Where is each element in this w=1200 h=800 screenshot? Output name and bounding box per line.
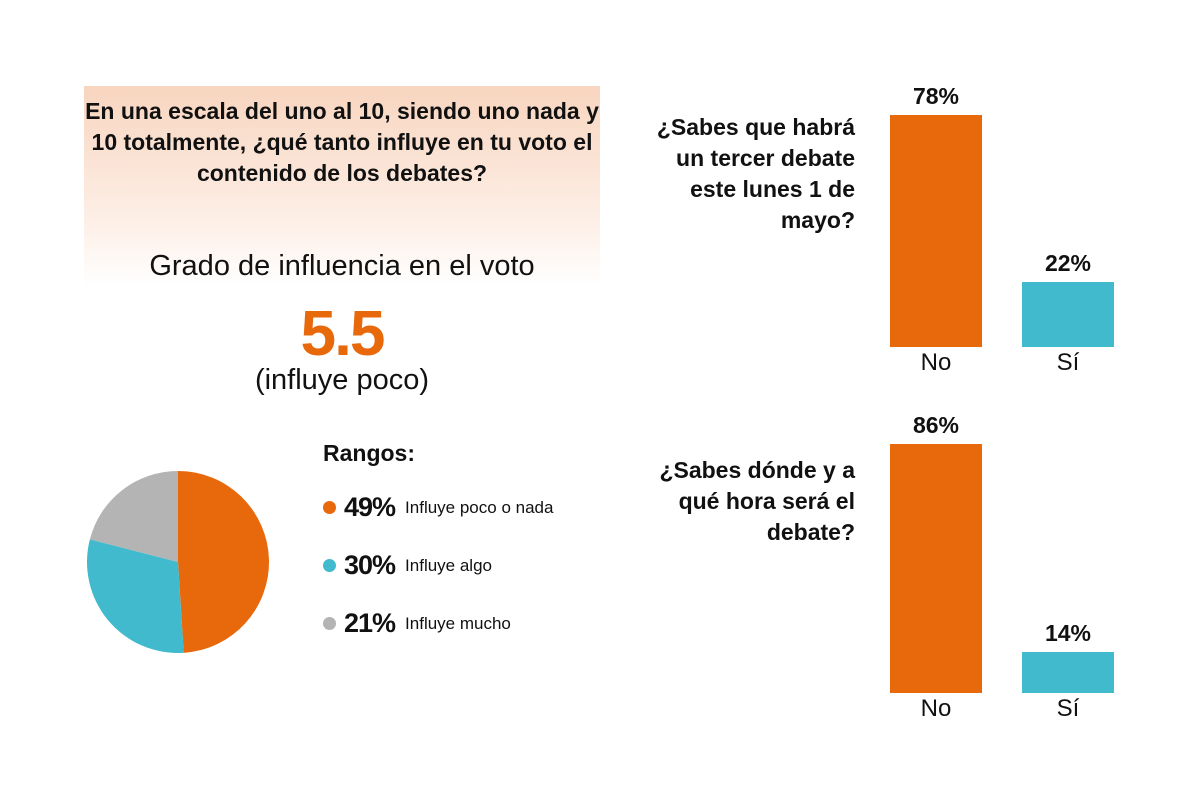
legend-dot: [323, 559, 336, 572]
bar-no: [890, 443, 982, 693]
legend-item: 49% Influye poco o nada: [323, 492, 553, 523]
influence-label: Grado de influencia en el voto: [149, 250, 535, 282]
legend-dot: [323, 501, 336, 514]
bar-no: [890, 115, 982, 347]
legend-percent: 30%: [344, 550, 396, 580]
bar-value-label: 14%: [1044, 620, 1092, 647]
bar-chart-1-question: ¿Sabes que habrá un tercer debate este l…: [656, 114, 855, 233]
pie-chart: [86, 471, 270, 653]
bar-chart-2-question: ¿Sabes dónde y a qué hora será el debate…: [659, 457, 855, 545]
bar-si: [1022, 281, 1114, 347]
question-background: [84, 86, 600, 286]
legend-label: Influye poco o nada: [405, 497, 554, 517]
question-text: En una escala del uno al 10, siendo uno …: [85, 98, 599, 186]
legend-item: 21% Influye mucho: [323, 608, 511, 639]
bar-category-label: Sí: [1056, 695, 1080, 722]
bar-value-label: 78%: [912, 83, 960, 110]
pie-slice-0: [178, 471, 270, 653]
legend-percent: 49%: [344, 492, 396, 522]
legend-label: Influye mucho: [405, 613, 511, 633]
pie-slice-2: [89, 471, 178, 562]
influence-description: (influye poco): [254, 364, 430, 396]
legend-label: Influye algo: [405, 555, 492, 575]
bar-category-label: No: [920, 349, 952, 376]
bar-value-label: 22%: [1044, 249, 1092, 276]
legend-percent: 21%: [344, 608, 396, 638]
pie-slice-1: [86, 539, 184, 653]
bar-category-label: Sí: [1056, 349, 1080, 376]
influence-value: 5.5: [300, 297, 386, 369]
bar-category-label: No: [920, 695, 952, 722]
legend-title: Rangos:: [323, 440, 415, 466]
legend-dot: [323, 617, 336, 630]
bar-value-label: 86%: [912, 411, 960, 438]
legend-item: 30% Influye algo: [323, 550, 492, 581]
bar-si: [1022, 652, 1114, 693]
